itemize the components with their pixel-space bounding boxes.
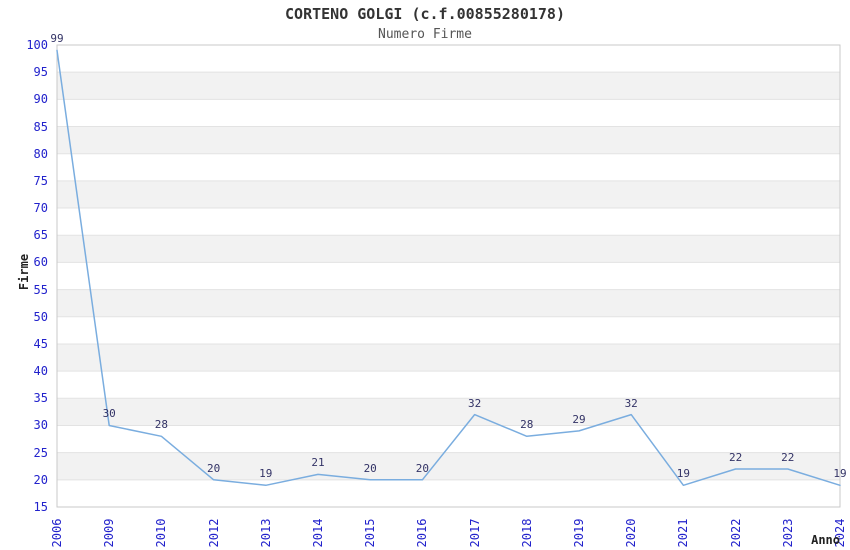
y-tick-label: 40 (33, 364, 48, 379)
y-tick-label: 45 (33, 336, 48, 351)
band-row (57, 343, 840, 372)
y-tick-label: 85 (33, 119, 48, 134)
x-tick-label: 2006 (50, 518, 64, 548)
y-tick-label: 35 (33, 391, 48, 406)
data-label: 29 (572, 412, 586, 426)
y-tick-label: 95 (33, 65, 48, 80)
band-row (57, 126, 840, 154)
data-label: 19 (833, 467, 847, 481)
data-label: 99 (50, 32, 64, 46)
data-label: 32 (624, 396, 638, 410)
x-tick-label: 2023 (780, 518, 795, 548)
series-line (56, 49, 841, 487)
y-tick-label: 65 (33, 228, 48, 243)
y-tick-label: 100 (26, 38, 48, 52)
y-tick-label: 90 (33, 92, 48, 107)
x-tick-label: 2018 (519, 518, 534, 548)
y-tick-label: 50 (33, 309, 48, 324)
x-tick-label: 2013 (258, 518, 273, 548)
band-row (57, 235, 840, 263)
x-tick-label: 2012 (206, 518, 221, 548)
data-label: 19 (259, 467, 273, 481)
data-label: 32 (467, 396, 482, 410)
y-tick-label: 70 (33, 201, 48, 216)
y-tick-label: 55 (33, 282, 48, 297)
chart-subtitle: Numero Firme (378, 27, 472, 42)
y-tick-label: 75 (33, 173, 48, 188)
band-row (57, 180, 840, 209)
x-tick-label: 2020 (624, 518, 639, 548)
band-row (57, 289, 840, 317)
data-label: 20 (206, 461, 221, 475)
data-label: 28 (520, 418, 534, 432)
plot-border (56, 44, 841, 508)
data-label: 19 (676, 467, 691, 481)
chart-title: CORTENO GOLGI (c.f.00855280178) (285, 5, 565, 23)
y-tick-label: 60 (33, 255, 48, 270)
data-label: 22 (781, 450, 795, 464)
x-tick-label: 2014 (311, 518, 325, 548)
y-tick-label: 80 (33, 146, 48, 161)
x-tick-label: 2016 (415, 518, 430, 548)
x-tick-label: 2015 (363, 518, 378, 548)
x-tick-label: 2019 (572, 518, 586, 548)
band-row (57, 398, 840, 426)
x-tick-label: 2017 (467, 518, 482, 548)
data-label: 20 (415, 461, 430, 475)
x-tick-label: 2010 (154, 518, 169, 548)
y-axis-title: Firme (17, 253, 31, 291)
band-row (57, 72, 840, 100)
y-tick-label: 30 (33, 418, 48, 433)
y-tick-label: 20 (33, 472, 48, 487)
data-label: 30 (102, 407, 116, 421)
x-tick-label: 2009 (102, 518, 117, 548)
data-label: 28 (154, 418, 169, 432)
y-tick-label: 15 (33, 500, 48, 514)
data-label: 22 (728, 450, 743, 464)
x-tick-label: 2022 (728, 518, 743, 548)
x-tick-label: 2021 (676, 518, 691, 548)
y-tick-label: 25 (33, 445, 48, 460)
data-label: 20 (363, 461, 377, 475)
data-label: 21 (311, 456, 325, 470)
x-axis-title: Anno (811, 533, 840, 547)
